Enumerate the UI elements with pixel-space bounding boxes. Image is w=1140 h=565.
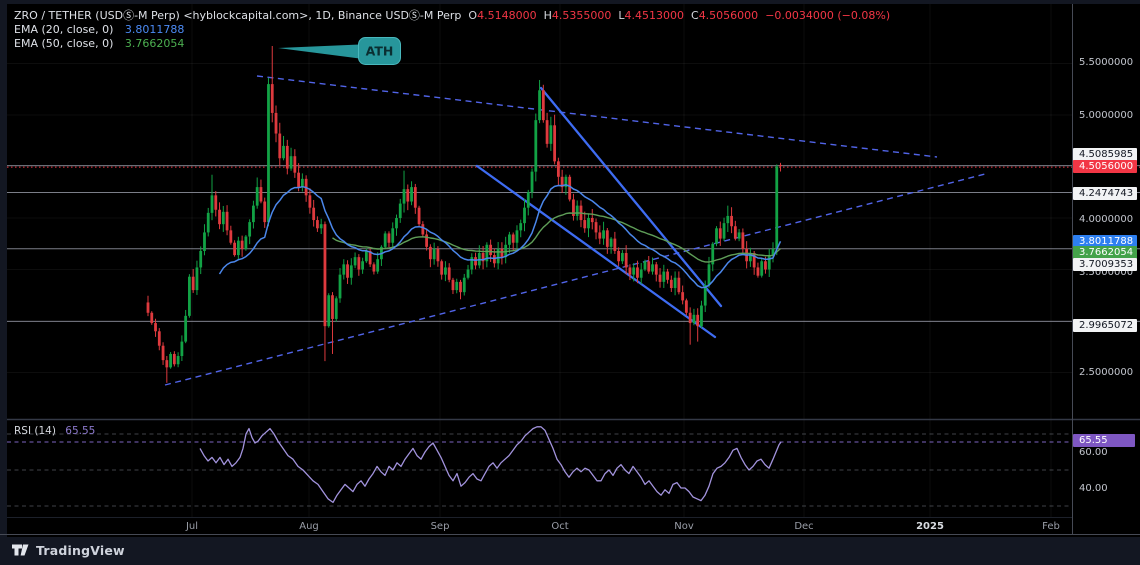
ema-lines <box>218 184 782 289</box>
ath-box <box>358 37 401 65</box>
trendlines[interactable] <box>164 75 986 386</box>
tradingview-logo-icon[interactable] <box>12 542 29 558</box>
candles <box>146 45 782 383</box>
horizontal-price-levels[interactable] <box>7 165 1140 322</box>
chart-canvas[interactable]: ATH <box>0 0 1140 537</box>
tradingview-wordmark[interactable]: TradingView <box>36 542 125 558</box>
footer: TradingView <box>12 542 125 558</box>
pane-separators[interactable] <box>0 4 1140 535</box>
rsi-pane-plot <box>7 426 1072 507</box>
ath-callout[interactable]: ATH <box>278 37 401 65</box>
ath-label: ATH <box>366 44 394 59</box>
ath-pointer <box>278 44 360 59</box>
